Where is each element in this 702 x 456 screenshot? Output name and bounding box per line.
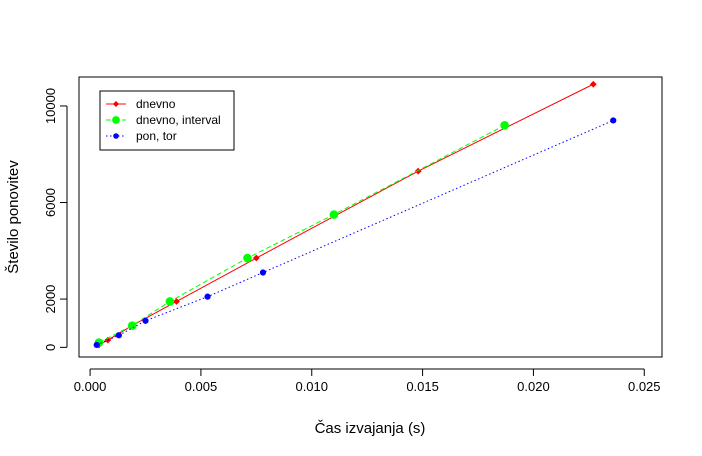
legend-item: dnevno, interval <box>106 113 221 127</box>
x-tick-label: 0.005 <box>185 379 218 394</box>
data-point <box>252 254 260 262</box>
data-point <box>173 298 180 305</box>
x-tick-label: 0.015 <box>406 379 439 394</box>
y-tick-label: 6000 <box>43 188 58 217</box>
series-layer <box>93 80 617 349</box>
data-point <box>204 293 211 300</box>
data-point <box>142 317 149 324</box>
series-line <box>98 124 505 343</box>
data-point <box>113 133 119 139</box>
data-point <box>589 80 597 88</box>
y-tick-label: 2000 <box>43 285 58 314</box>
data-point <box>127 321 137 330</box>
data-point <box>93 341 100 349</box>
series <box>93 117 617 349</box>
y-axis: 0 2000 6000 10000 <box>43 88 68 351</box>
x-axis: 0.000 0.005 0.010 0.015 0.020 0.025 <box>74 368 661 394</box>
legend-label: dnevno, interval <box>136 113 221 127</box>
data-point <box>165 297 175 306</box>
y-axis-label: Število ponovitev <box>5 160 22 274</box>
series-line <box>96 119 614 346</box>
legend-label: dnevno <box>136 97 176 111</box>
data-point <box>329 210 339 219</box>
data-point <box>414 167 422 175</box>
y-tick-label: 10000 <box>43 88 58 124</box>
legend-label: pon, tor <box>136 129 177 143</box>
x-tick-label: 0.020 <box>517 379 550 394</box>
x-axis-label: Čas izvajanja (s) <box>315 420 426 437</box>
data-point <box>112 100 120 108</box>
data-point <box>112 116 120 124</box>
legend-item: pon, tor <box>106 129 177 143</box>
plot-frame <box>78 76 663 358</box>
data-point <box>115 332 123 339</box>
data-point <box>243 253 252 263</box>
legend: dnevno dnevno, interval pon, tor <box>99 90 235 151</box>
data-point <box>610 117 617 124</box>
legend-item: dnevno <box>106 97 176 111</box>
x-tick-label: 0.000 <box>74 379 107 394</box>
x-tick-label: 0.025 <box>628 379 661 394</box>
x-tick-label: 0.010 <box>295 379 328 394</box>
y-tick-label: 0 <box>43 344 58 351</box>
data-point <box>259 269 267 276</box>
data-point <box>500 120 509 130</box>
